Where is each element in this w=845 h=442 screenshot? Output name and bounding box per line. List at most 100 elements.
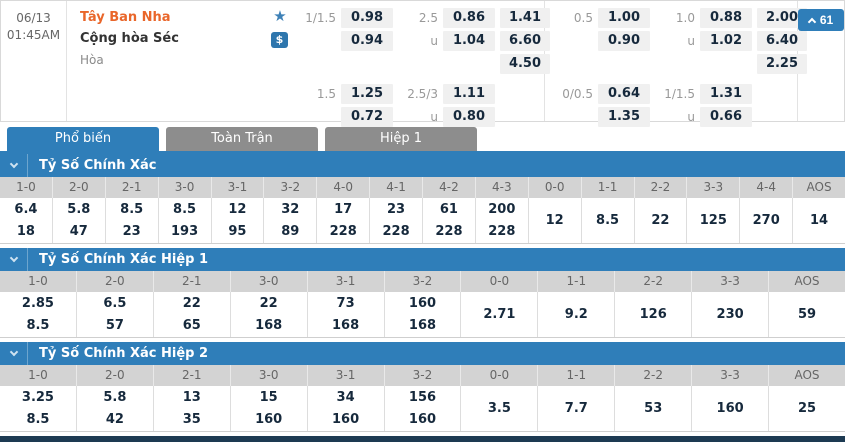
- score-odds-cell[interactable]: 8.5 193: [159, 198, 212, 243]
- score-label: AOS: [794, 274, 820, 288]
- result-home-odds[interactable]: 2.00: [757, 8, 807, 28]
- result-away-odds[interactable]: 6.60: [500, 31, 550, 51]
- score-odds-cell[interactable]: 23 228: [370, 198, 423, 243]
- score-label: 3-0: [159, 177, 212, 198]
- score-label: AOS: [794, 368, 820, 382]
- score-label: 4-0: [317, 177, 371, 198]
- handicap-odds[interactable]: 1.00: [598, 8, 650, 28]
- handicap-odds[interactable]: 0.94: [341, 31, 393, 51]
- score-odds-cell[interactable]: 270: [740, 198, 794, 243]
- score-label: 4-2: [423, 177, 476, 198]
- under-label: u: [430, 34, 438, 48]
- total-over-odds[interactable]: 0.86: [443, 8, 495, 28]
- total-over-odds[interactable]: 1.31: [700, 84, 752, 104]
- total-under-odds[interactable]: 1.04: [443, 31, 495, 51]
- section-header[interactable]: Tỷ Số Chính Xác Hiệp 1: [0, 248, 845, 271]
- score-label: 3-3: [687, 177, 741, 198]
- score-odds-cell[interactable]: 160: [692, 386, 770, 431]
- score-odds-cell[interactable]: 32 89: [264, 198, 318, 243]
- score-odds-cell[interactable]: 6.4 18: [0, 198, 53, 243]
- odds-value-away: 160: [332, 411, 360, 427]
- score-label: 2-0: [77, 365, 154, 386]
- score-columns-header: 1-0 2-0 2-1 3-0 3-1 3-2 4-0 4-1 4-2 4-3 0-0 1-1 2-2 3…: [0, 177, 845, 198]
- odds-value: 2.71: [483, 306, 516, 322]
- total-under-odds[interactable]: 0.80: [443, 107, 495, 127]
- score-odds-cell[interactable]: 3.5: [461, 386, 539, 431]
- score-columns-header: 1-0 2-0 2-1 3-0 3-1 3-2 0-0 1-1 2-2 3-3 AOS: [0, 365, 845, 386]
- result-draw-odds[interactable]: 2.25: [757, 54, 807, 74]
- score-label: 3-1: [308, 365, 385, 386]
- handicap-line-label: 1/1.5: [305, 11, 336, 25]
- score-odds-cell[interactable]: 22: [635, 198, 688, 243]
- handicap-odds[interactable]: 0.64: [598, 84, 650, 104]
- home-team-name[interactable]: Tây Ban Nha: [80, 10, 171, 25]
- score-odds-cell[interactable]: 59: [769, 292, 845, 337]
- score-odds-cell[interactable]: 25: [769, 386, 845, 431]
- score-odds-cell[interactable]: 22 65: [154, 292, 231, 337]
- score-odds-cell[interactable]: 2.85 8.5: [0, 292, 77, 337]
- odds-value-home: 15: [259, 389, 278, 405]
- handicap-odds[interactable]: 0.72: [341, 107, 393, 127]
- score-odds-cell[interactable]: 8.5: [582, 198, 635, 243]
- score-odds-cell[interactable]: 6.5 57: [77, 292, 154, 337]
- total-over-odds[interactable]: 1.11: [443, 84, 495, 104]
- odds-value-away: 89: [281, 223, 300, 239]
- score-odds-cell[interactable]: 5.8 42: [77, 386, 154, 431]
- score-odds-cell[interactable]: 15 160: [231, 386, 308, 431]
- collapse-chevron-icon[interactable]: [0, 248, 28, 271]
- odds-value: 7.7: [564, 400, 588, 416]
- tab-toan-tran[interactable]: Toàn Trận: [166, 127, 318, 151]
- score-odds-cell[interactable]: 53: [615, 386, 693, 431]
- collapse-chevron-icon[interactable]: [0, 342, 28, 365]
- total-over-odds[interactable]: 0.88: [700, 8, 752, 28]
- score-odds-cell[interactable]: 9.2: [538, 292, 616, 337]
- handicap-line-label: 0.5: [573, 11, 593, 25]
- result-draw-odds[interactable]: 4.50: [500, 54, 550, 74]
- odds-value-away: 95: [228, 223, 247, 239]
- score-odds-cell[interactable]: 7.7: [538, 386, 616, 431]
- score-odds-cell[interactable]: 125: [687, 198, 741, 243]
- handicap-odds[interactable]: 1.25: [341, 84, 393, 104]
- odds-value-away: 168: [408, 317, 437, 333]
- score-odds-cell[interactable]: 13 35: [154, 386, 231, 431]
- handicap-odds[interactable]: 0.98: [341, 8, 393, 28]
- more-markets-button[interactable]: 61: [798, 9, 844, 31]
- score-odds-cell[interactable]: 5.8 47: [53, 198, 106, 243]
- match-date: 06/13: [16, 11, 51, 25]
- score-odds-cell[interactable]: 126: [615, 292, 693, 337]
- handicap-odds[interactable]: 1.35: [598, 107, 650, 127]
- section-header[interactable]: Tỷ Số Chính Xác: [0, 154, 845, 177]
- odds-value: 9.2: [564, 306, 588, 322]
- score-odds-cell[interactable]: 22 168: [231, 292, 308, 337]
- total-under-odds[interactable]: 1.02: [700, 31, 752, 51]
- away-team-name[interactable]: Cộng hòa Séc: [80, 31, 179, 46]
- result-home-odds[interactable]: 1.41: [500, 8, 550, 28]
- score-odds-cell[interactable]: 34 160: [308, 386, 385, 431]
- score-odds-cell[interactable]: 200 228: [476, 198, 529, 243]
- tab-hiep-1[interactable]: Hiệp 1: [325, 127, 477, 151]
- score-odds-cell[interactable]: 160 168: [385, 292, 462, 337]
- collapse-chevron-icon[interactable]: [0, 154, 28, 177]
- tab-pho-bien[interactable]: Phổ biến: [7, 127, 159, 151]
- total-under-odds[interactable]: 0.66: [700, 107, 752, 127]
- score-odds-cell[interactable]: 61 228: [423, 198, 476, 243]
- score-odds-cell[interactable]: 3.25 8.5: [0, 386, 77, 431]
- odds-value-away: 65: [182, 317, 201, 333]
- score-odds-cell[interactable]: 8.5 23: [106, 198, 159, 243]
- handicap-odds[interactable]: 0.90: [598, 31, 650, 51]
- score-odds-cell[interactable]: 230: [692, 292, 770, 337]
- score-odds-cell[interactable]: 12 95: [212, 198, 265, 243]
- favorite-star-icon[interactable]: ★: [273, 7, 287, 25]
- result-away-odds[interactable]: 6.40: [757, 31, 807, 51]
- score-odds-cell[interactable]: 73 168: [308, 292, 385, 337]
- score-odds-cell[interactable]: 12: [529, 198, 582, 243]
- section-header[interactable]: Tỷ Số Chính Xác Hiệp 2: [0, 342, 845, 365]
- score-odds-cell[interactable]: 17 228: [317, 198, 371, 243]
- score-odds-cell[interactable]: 156 160: [385, 386, 462, 431]
- score-label: 4-4: [740, 177, 794, 198]
- score-odds-cell[interactable]: 14: [793, 198, 845, 243]
- score-odds-cell[interactable]: 2.71: [461, 292, 539, 337]
- score-label: 0-0: [461, 271, 539, 292]
- dollar-badge-icon[interactable]: $: [271, 32, 288, 48]
- odds-value-home: 17: [334, 201, 353, 217]
